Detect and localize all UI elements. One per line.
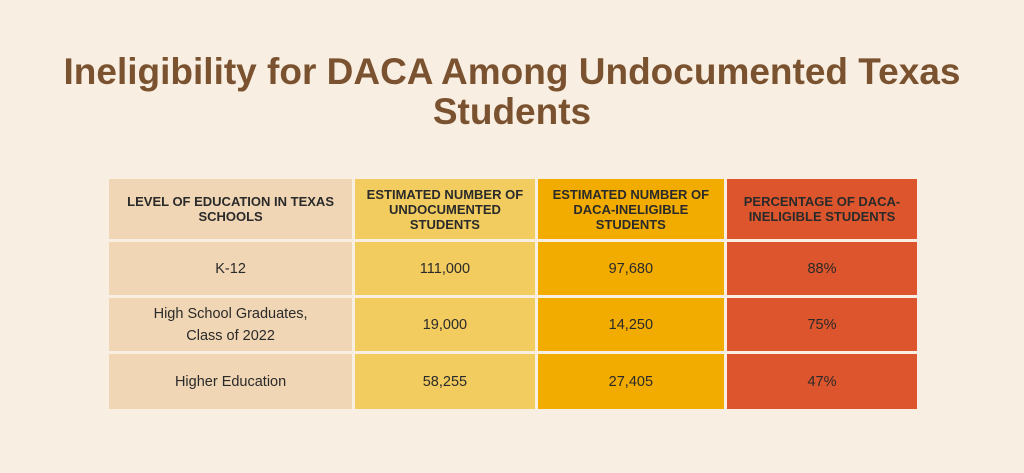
table-row: High School Graduates, Class of 2022 19,… <box>109 298 917 351</box>
cell-level: K-12 <box>109 242 353 295</box>
cell-percentage: 47% <box>727 354 917 409</box>
cell-undocumented: 19,000 <box>355 298 535 351</box>
cell-level: High School Graduates, Class of 2022 <box>109 298 353 351</box>
cell-ineligible: 14,250 <box>537 298 725 351</box>
header-undocumented: ESTIMATED NUMBER OF UNDOCUMENTED STUDENT… <box>355 179 535 239</box>
cell-level: Higher Education <box>109 354 353 409</box>
page-title: Ineligibility for DACA Among Undocumente… <box>63 51 961 132</box>
cell-undocumented: 58,255 <box>355 354 535 409</box>
cell-ineligible: 27,405 <box>537 354 725 409</box>
cell-undocumented: 111,000 <box>355 242 535 295</box>
header-row: LEVEL OF EDUCATION IN TEXAS SCHOOLS ESTI… <box>109 179 917 239</box>
cell-ineligible: 97,680 <box>537 242 725 295</box>
table-row: Higher Education 58,255 27,405 47% <box>109 354 917 409</box>
data-table: LEVEL OF EDUCATION IN TEXAS SCHOOLS ESTI… <box>106 176 920 412</box>
cell-percentage: 75% <box>727 298 917 351</box>
table-row: K-12 111,000 97,680 88% <box>109 242 917 295</box>
cell-percentage: 88% <box>727 242 917 295</box>
header-percentage: PERCENTAGE OF DACA-INELIGIBLE STUDENTS <box>727 179 917 239</box>
header-ineligible: ESTIMATED NUMBER OF DACA-INELIGIBLE STUD… <box>537 179 725 239</box>
header-level: LEVEL OF EDUCATION IN TEXAS SCHOOLS <box>109 179 353 239</box>
